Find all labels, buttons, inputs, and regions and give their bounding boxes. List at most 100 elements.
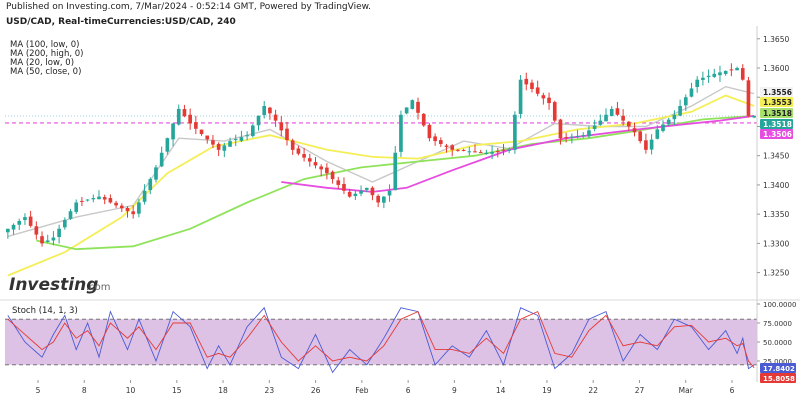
candle bbox=[239, 130, 244, 143]
candle bbox=[609, 106, 614, 117]
candle-body bbox=[581, 135, 586, 137]
candle bbox=[222, 142, 227, 158]
candle bbox=[552, 100, 557, 123]
candle bbox=[273, 109, 278, 127]
candle-body bbox=[216, 143, 221, 150]
candle-body bbox=[11, 224, 16, 230]
candle bbox=[28, 210, 33, 228]
candle-body bbox=[57, 228, 61, 238]
candle bbox=[467, 146, 472, 156]
candle-body bbox=[97, 196, 101, 200]
candle-body bbox=[655, 129, 660, 139]
price-label-text: 1.3556 bbox=[763, 88, 792, 97]
candle-body bbox=[683, 97, 688, 106]
candle-body bbox=[478, 152, 483, 154]
candle bbox=[376, 194, 380, 208]
candle bbox=[211, 135, 215, 149]
candle-body bbox=[131, 211, 136, 215]
candle-body bbox=[228, 141, 232, 147]
price-label-box bbox=[760, 87, 793, 97]
candle bbox=[621, 109, 625, 126]
candle-body bbox=[461, 149, 466, 151]
candle-body bbox=[6, 228, 10, 233]
candle bbox=[182, 104, 187, 118]
price-tick-label: 1.3300 bbox=[763, 239, 789, 248]
candle-body bbox=[621, 115, 625, 121]
candle-body bbox=[661, 124, 665, 131]
candle bbox=[114, 200, 118, 208]
candle bbox=[370, 186, 375, 201]
candle bbox=[655, 125, 660, 140]
candle bbox=[342, 177, 346, 195]
candle-body bbox=[273, 114, 278, 121]
candle-body bbox=[250, 125, 255, 137]
candle-body bbox=[666, 119, 671, 125]
candle bbox=[490, 145, 494, 160]
price-tick-label: 1.3400 bbox=[763, 181, 789, 190]
candle-body bbox=[552, 102, 557, 121]
ma100-line bbox=[36, 115, 755, 251]
candle bbox=[740, 64, 745, 81]
candle-body bbox=[575, 135, 580, 137]
candle bbox=[313, 157, 318, 169]
candle bbox=[723, 70, 728, 76]
stoch-value-text: 17.8402 bbox=[763, 365, 795, 373]
candle-body bbox=[530, 82, 534, 90]
candle-body bbox=[285, 128, 289, 141]
price-pane bbox=[5, 63, 757, 277]
candle-body bbox=[433, 136, 437, 142]
price-label-box bbox=[760, 97, 793, 107]
candle bbox=[495, 148, 500, 158]
candle-body bbox=[376, 195, 380, 203]
candle-body bbox=[706, 75, 711, 77]
candle bbox=[131, 205, 136, 219]
candle-body bbox=[638, 131, 643, 142]
candle bbox=[325, 163, 329, 180]
candle-body bbox=[137, 202, 141, 214]
candle-body bbox=[490, 152, 494, 154]
candle bbox=[518, 75, 523, 119]
candle-body bbox=[307, 158, 312, 162]
candle bbox=[541, 92, 546, 105]
price-label-text: 1.3506 bbox=[763, 130, 792, 139]
candle-body bbox=[456, 149, 460, 151]
candle-body bbox=[393, 152, 398, 191]
price-label-box bbox=[760, 119, 793, 129]
candle-body bbox=[524, 78, 529, 85]
candle bbox=[330, 170, 335, 184]
candle-body bbox=[205, 135, 210, 140]
candle bbox=[17, 218, 22, 231]
date-tick-label: 26 bbox=[311, 386, 321, 395]
candle-body bbox=[712, 73, 717, 77]
candle-body bbox=[382, 196, 386, 203]
candle-body bbox=[427, 124, 432, 139]
candle bbox=[638, 130, 643, 144]
date-tick-label: 6 bbox=[730, 386, 735, 395]
candle bbox=[661, 120, 665, 133]
candle bbox=[570, 133, 574, 144]
price-tick-label: 1.3350 bbox=[763, 210, 789, 219]
stoch-value-label: 17.8402 bbox=[760, 363, 796, 373]
candle bbox=[501, 144, 506, 156]
candle-body bbox=[45, 240, 50, 242]
candle bbox=[205, 135, 210, 144]
candle bbox=[359, 185, 363, 197]
candle-body bbox=[729, 69, 734, 71]
candle bbox=[410, 99, 415, 110]
candle bbox=[307, 153, 312, 167]
candle bbox=[154, 165, 158, 183]
candle-body bbox=[364, 187, 369, 190]
candle bbox=[558, 118, 563, 145]
candle-body bbox=[154, 167, 158, 180]
price-label: 1.3506 bbox=[760, 129, 793, 139]
date-tick-label: 10 bbox=[126, 386, 136, 395]
candle-body bbox=[689, 88, 694, 97]
watermark-brand: Investing bbox=[9, 275, 98, 295]
stoch-tick-label: 25.0000 bbox=[763, 358, 792, 366]
candle bbox=[262, 100, 267, 119]
candle-body bbox=[233, 139, 238, 141]
candle-body bbox=[199, 129, 204, 135]
candle bbox=[478, 149, 483, 154]
candle bbox=[102, 194, 107, 205]
watermark-suffix: .com bbox=[86, 282, 111, 293]
